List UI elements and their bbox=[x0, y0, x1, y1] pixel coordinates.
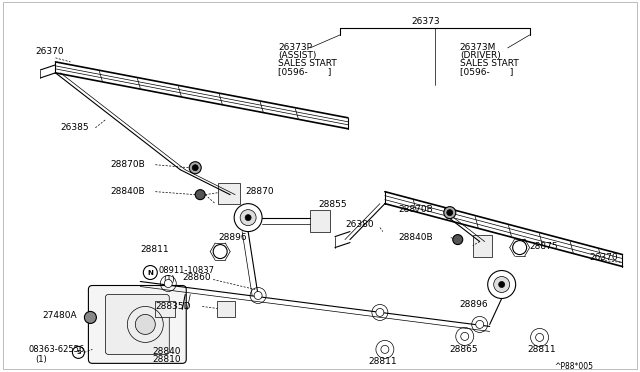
Text: 28835D: 28835D bbox=[156, 302, 191, 311]
Circle shape bbox=[84, 311, 97, 323]
Circle shape bbox=[164, 279, 172, 288]
Text: 28840B: 28840B bbox=[110, 187, 145, 196]
Circle shape bbox=[461, 333, 468, 340]
Text: (DRIVER): (DRIVER) bbox=[460, 51, 500, 60]
FancyBboxPatch shape bbox=[88, 285, 186, 363]
Polygon shape bbox=[310, 210, 330, 232]
Circle shape bbox=[452, 235, 463, 244]
Text: (1): (1) bbox=[163, 275, 175, 284]
Circle shape bbox=[240, 210, 256, 225]
Text: [0596-       ]: [0596- ] bbox=[278, 67, 332, 76]
Text: 26370: 26370 bbox=[589, 253, 618, 262]
Text: 28870B: 28870B bbox=[110, 160, 145, 169]
Text: SALES START: SALES START bbox=[460, 60, 518, 68]
Text: 28896: 28896 bbox=[460, 300, 488, 309]
Circle shape bbox=[499, 282, 505, 288]
Circle shape bbox=[192, 165, 198, 171]
Text: 28865: 28865 bbox=[450, 345, 478, 354]
Circle shape bbox=[444, 206, 456, 219]
Text: 27480A: 27480A bbox=[42, 311, 77, 320]
Text: 26373: 26373 bbox=[412, 17, 440, 26]
Text: 28840B: 28840B bbox=[398, 233, 433, 242]
Text: 28811: 28811 bbox=[140, 245, 169, 254]
Text: (ASSIST): (ASSIST) bbox=[278, 51, 316, 60]
Circle shape bbox=[195, 190, 205, 200]
Text: 28896: 28896 bbox=[218, 233, 247, 242]
Text: 28811: 28811 bbox=[368, 357, 397, 366]
Circle shape bbox=[536, 333, 543, 341]
Text: 26385: 26385 bbox=[60, 123, 89, 132]
Circle shape bbox=[493, 276, 509, 292]
Circle shape bbox=[381, 345, 389, 353]
Text: [0596-       ]: [0596- ] bbox=[460, 67, 513, 76]
Text: 28870: 28870 bbox=[245, 187, 274, 196]
Circle shape bbox=[254, 292, 262, 299]
Text: 28840: 28840 bbox=[152, 347, 180, 356]
Text: 28855: 28855 bbox=[318, 200, 347, 209]
Text: 28860: 28860 bbox=[182, 273, 211, 282]
Text: 26380: 26380 bbox=[345, 220, 374, 229]
Text: 26373M: 26373M bbox=[460, 44, 496, 52]
Text: 26373P: 26373P bbox=[278, 44, 312, 52]
Text: 28875: 28875 bbox=[530, 242, 558, 251]
Text: ^P88*005: ^P88*005 bbox=[555, 362, 593, 371]
Circle shape bbox=[189, 162, 201, 174]
Text: N: N bbox=[147, 270, 153, 276]
Polygon shape bbox=[473, 235, 492, 257]
Circle shape bbox=[476, 320, 484, 328]
Text: 28811: 28811 bbox=[527, 345, 556, 354]
Text: SALES START: SALES START bbox=[278, 60, 337, 68]
Polygon shape bbox=[218, 183, 240, 203]
Circle shape bbox=[245, 215, 251, 221]
Text: 08911-10837: 08911-10837 bbox=[158, 266, 214, 275]
Circle shape bbox=[447, 210, 452, 216]
Text: 28810: 28810 bbox=[152, 355, 181, 364]
Text: 28870B: 28870B bbox=[398, 205, 433, 214]
Polygon shape bbox=[156, 301, 175, 317]
Circle shape bbox=[135, 314, 156, 334]
Circle shape bbox=[376, 308, 384, 317]
Text: (1): (1) bbox=[35, 355, 47, 364]
Text: 08363-62556: 08363-62556 bbox=[29, 345, 84, 354]
FancyBboxPatch shape bbox=[106, 295, 169, 355]
Text: S: S bbox=[76, 350, 81, 355]
Text: 26370: 26370 bbox=[35, 47, 64, 57]
Polygon shape bbox=[217, 301, 235, 317]
